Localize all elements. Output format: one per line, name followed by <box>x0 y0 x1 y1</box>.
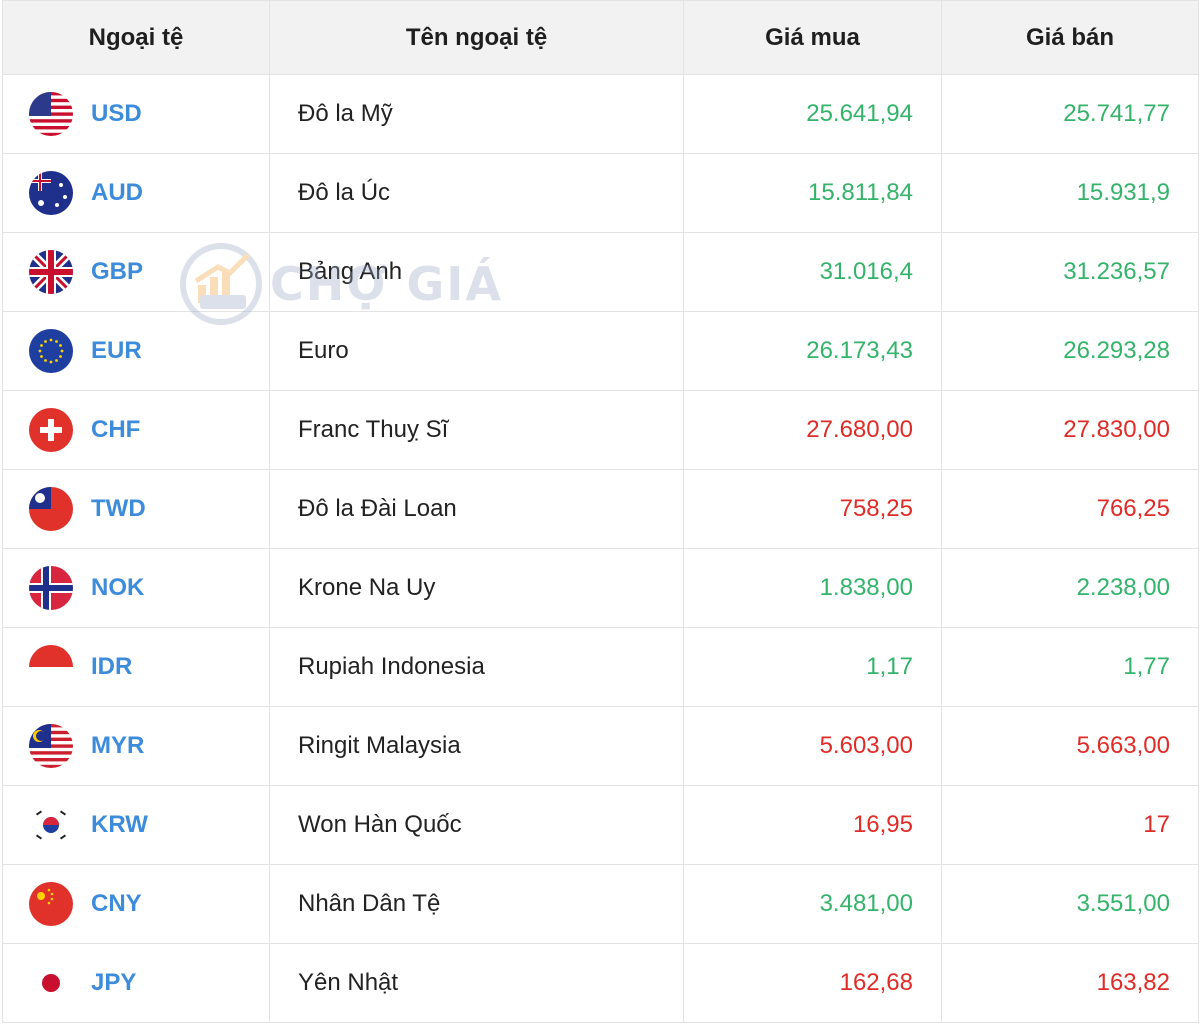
currency-code-cell: MYR <box>2 706 270 786</box>
sell-price: 3.551,00 <box>941 864 1199 944</box>
currency-name: Nhân Dân Tệ <box>269 864 684 944</box>
buy-price: 15.811,84 <box>683 153 942 233</box>
currency-code[interactable]: EUR <box>91 337 142 364</box>
au-flag-icon <box>29 171 73 215</box>
currency-code[interactable]: CHF <box>91 416 141 443</box>
buy-price: 1,17 <box>683 627 942 707</box>
table-row-myr: MYR Ringit Malaysia 5.603,00 5.663,00 <box>2 706 1199 786</box>
currency-name: Rupiah Indonesia <box>269 627 684 707</box>
currency-code-cell: USD <box>2 74 270 154</box>
currency-code[interactable]: IDR <box>91 653 133 680</box>
currency-code[interactable]: CNY <box>91 890 142 917</box>
sell-price: 766,25 <box>941 469 1199 549</box>
buy-price: 1.838,00 <box>683 548 942 628</box>
buy-price: 27.680,00 <box>683 390 942 470</box>
gb-flag-icon <box>29 250 73 294</box>
sell-price: 27.830,00 <box>941 390 1199 470</box>
currency-name: Đô la Đài Loan <box>269 469 684 549</box>
no-flag-icon <box>29 566 73 610</box>
buy-price: 16,95 <box>683 785 942 865</box>
us-flag-icon <box>29 92 73 136</box>
sell-price: 25.741,77 <box>941 74 1199 154</box>
table-row-chf: CHF Franc Thuỵ Sĩ 27.680,00 27.830,00 <box>2 390 1199 470</box>
currency-name: Đô la Úc <box>269 153 684 233</box>
currency-code[interactable]: GBP <box>91 258 144 285</box>
sell-price: 163,82 <box>941 943 1199 1023</box>
table-row-gbp: GBP Bảng Anh 31.016,4 31.236,57 <box>2 232 1199 312</box>
currency-code[interactable]: TWD <box>91 495 146 522</box>
cn-flag-icon <box>29 882 73 926</box>
currency-name: Bảng Anh <box>269 232 684 312</box>
kr-flag-icon <box>29 803 73 847</box>
my-flag-icon <box>29 724 73 768</box>
id-flag-icon <box>29 645 73 689</box>
currency-code-cell: AUD <box>2 153 270 233</box>
currency-name: Đô la Mỹ <box>269 74 684 154</box>
currency-code-cell: GBP <box>2 232 270 312</box>
currency-code-cell: TWD <box>2 469 270 549</box>
buy-price: 25.641,94 <box>683 74 942 154</box>
currency-code-cell: IDR <box>2 627 270 707</box>
table-header-row: Ngoại tệ Tên ngoại tệ Giá mua Giá bán <box>2 0 1199 75</box>
sell-price: 17 <box>941 785 1199 865</box>
header-name: Tên ngoại tệ <box>269 0 684 75</box>
jp-flag-icon <box>29 961 73 1005</box>
sell-price: 26.293,28 <box>941 311 1199 391</box>
currency-name: Won Hàn Quốc <box>269 785 684 865</box>
currency-name: Krone Na Uy <box>269 548 684 628</box>
currency-code[interactable]: MYR <box>91 732 145 759</box>
currency-code-cell: CNY <box>2 864 270 944</box>
sell-price: 2.238,00 <box>941 548 1199 628</box>
currency-code-cell: EUR <box>2 311 270 391</box>
currency-name: Ringit Malaysia <box>269 706 684 786</box>
currency-code-cell: KRW <box>2 785 270 865</box>
tw-flag-icon <box>29 487 73 531</box>
currency-code[interactable]: AUD <box>91 179 143 206</box>
ch-flag-icon <box>29 408 73 452</box>
buy-price: 5.603,00 <box>683 706 942 786</box>
eu-flag-icon <box>29 329 73 373</box>
table-row-eur: EUR Euro 26.173,43 26.293,28 <box>2 311 1199 391</box>
buy-price: 31.016,4 <box>683 232 942 312</box>
currency-code[interactable]: JPY <box>91 969 137 996</box>
header-buy: Giá mua <box>683 0 942 75</box>
currency-name: Yên Nhật <box>269 943 684 1023</box>
sell-price: 5.663,00 <box>941 706 1199 786</box>
currency-code[interactable]: USD <box>91 100 142 127</box>
currency-name: Euro <box>269 311 684 391</box>
table-row-jpy: JPY Yên Nhật 162,68 163,82 <box>2 943 1199 1023</box>
currency-code[interactable]: KRW <box>91 811 148 838</box>
buy-price: 758,25 <box>683 469 942 549</box>
currency-name: Franc Thuỵ Sĩ <box>269 390 684 470</box>
table-row-krw: KRW Won Hàn Quốc 16,95 17 <box>2 785 1199 865</box>
table-row-twd: TWD Đô la Đài Loan 758,25 766,25 <box>2 469 1199 549</box>
table-row-nok: NOK Krone Na Uy 1.838,00 2.238,00 <box>2 548 1199 628</box>
currency-code-cell: JPY <box>2 943 270 1023</box>
currency-code-cell: NOK <box>2 548 270 628</box>
sell-price: 15.931,9 <box>941 153 1199 233</box>
sell-price: 1,77 <box>941 627 1199 707</box>
table-row-idr: IDR Rupiah Indonesia 1,17 1,77 <box>2 627 1199 707</box>
table-row-cny: CNY Nhân Dân Tệ 3.481,00 3.551,00 <box>2 864 1199 944</box>
currency-code-cell: CHF <box>2 390 270 470</box>
buy-price: 3.481,00 <box>683 864 942 944</box>
table-row-usd: USD Đô la Mỹ 25.641,94 25.741,77 <box>2 74 1199 154</box>
buy-price: 162,68 <box>683 943 942 1023</box>
header-code: Ngoại tệ <box>2 0 270 75</box>
table-row-aud: AUD Đô la Úc 15.811,84 15.931,9 <box>2 153 1199 233</box>
currency-code[interactable]: NOK <box>91 574 145 601</box>
sell-price: 31.236,57 <box>941 232 1199 312</box>
header-sell: Giá bán <box>941 0 1199 75</box>
buy-price: 26.173,43 <box>683 311 942 391</box>
